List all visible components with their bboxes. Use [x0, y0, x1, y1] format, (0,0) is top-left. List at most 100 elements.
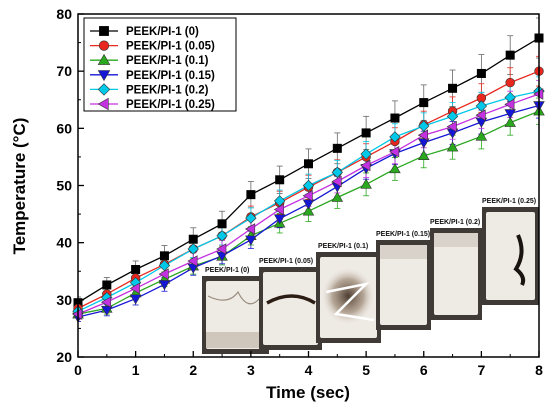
data-point: [504, 116, 516, 127]
data-point: [245, 223, 256, 235]
x-tick-label: 3: [247, 362, 255, 378]
x-tick-label: 7: [477, 362, 485, 378]
data-point: [332, 143, 342, 153]
film-sample: [486, 212, 535, 300]
data-point: [331, 166, 343, 179]
x-tick-label: 6: [420, 362, 428, 378]
data-point: [187, 243, 199, 255]
legend-entry: PEEK/PI-1 (0): [90, 26, 199, 38]
legend-marker: [97, 53, 111, 65]
data-point: [331, 191, 344, 202]
data-point: [446, 141, 459, 152]
data-point: [159, 251, 169, 261]
inset-photo: PEEK/PI-1 (0): [202, 267, 269, 354]
data-point: [129, 282, 140, 295]
burn-mark: [266, 294, 316, 305]
data-point: [217, 219, 227, 229]
data-point: [275, 175, 285, 185]
data-point: [360, 178, 372, 189]
data-point: [302, 190, 313, 202]
data-point: [446, 120, 457, 133]
legend-label: PEEK/PI-1 (0.25): [126, 99, 215, 111]
data-point: [505, 77, 515, 88]
data-point: [102, 280, 112, 290]
legend-marker: [98, 40, 110, 51]
y-tick-label: 40: [56, 235, 72, 251]
x-tick-label: 5: [362, 362, 370, 378]
y-tick-label: 70: [56, 63, 72, 79]
burn-mark: [207, 290, 261, 305]
film-sample: [380, 245, 427, 325]
inset-photo-label: PEEK/PI-1 (0.15): [376, 231, 430, 238]
data-point: [361, 128, 371, 138]
data-point: [475, 109, 486, 121]
data-point: [475, 100, 488, 112]
burn-mark: [380, 245, 427, 259]
burn-mark: [513, 234, 526, 286]
y-tick-label: 20: [56, 349, 72, 365]
data-point: [475, 130, 488, 141]
inset-photo-label: PEEK/PI-1 (0.05): [259, 258, 313, 265]
legend-entry: PEEK/PI-1 (0.05): [90, 40, 215, 53]
burn-mark: [206, 332, 265, 348]
data-point: [419, 98, 429, 108]
inset-photos: PEEK/PI-1 (0) PEEK/PI-1 (0.05) PEEK/PI-1 (…: [202, 198, 539, 354]
y-axis-ticks: 20 30 40 50 60 70 80: [56, 6, 84, 365]
legend-entry: PEEK/PI-1 (0.2): [90, 83, 209, 96]
inset-photo-label: PEEK/PI-1 (0): [205, 267, 249, 274]
y-tick-label: 50: [56, 178, 72, 194]
data-point: [504, 109, 516, 120]
inset-photo: PEEK/PI-1 (0.1): [316, 243, 381, 343]
x-tick-label: 0: [74, 362, 82, 378]
legend-entry: PEEK/PI-1 (0.15): [90, 70, 215, 82]
data-point: [302, 199, 315, 210]
data-point: [448, 83, 458, 93]
data-point: [273, 214, 286, 225]
x-tick-label: 1: [132, 362, 140, 378]
inset-photo: PEEK/PI-1 (0.05): [259, 258, 322, 350]
data-point: [158, 280, 171, 291]
data-point: [417, 149, 430, 161]
legend-marker: [99, 26, 109, 36]
data-point: [188, 234, 198, 244]
x-tick-label: 4: [305, 362, 313, 378]
inset-photo: PEEK/PI-1 (0.15): [376, 231, 431, 330]
data-point: [100, 296, 112, 308]
x-axis-ticks: 0 1 2 3 4 5 6 7 8: [74, 351, 543, 378]
film-sample: [263, 272, 318, 345]
x-axis-title: Time (sec): [266, 383, 350, 402]
legend-marker: [97, 97, 109, 111]
data-point: [504, 98, 515, 111]
legend-entry: PEEK/PI-1 (0.25): [90, 97, 215, 111]
data-point: [446, 110, 459, 123]
legend-label: PEEK/PI-1 (0.15): [126, 70, 215, 82]
data-point: [131, 265, 141, 275]
data-point: [187, 255, 198, 267]
data-point: [273, 203, 284, 216]
data-point: [245, 212, 257, 224]
burn-mark: [322, 268, 374, 324]
legend-label: PEEK/PI-1 (0): [126, 26, 199, 38]
inset-photo-label: PEEK/PI-1 (0.25): [482, 198, 536, 205]
x-tick-label: 2: [189, 362, 197, 378]
inset-photo-label: PEEK/PI-1 (0.2): [430, 219, 480, 226]
data-point: [216, 243, 227, 255]
legend-marker: [97, 83, 111, 96]
data-point: [302, 179, 315, 192]
film-sample: [434, 233, 478, 315]
legend-label: PEEK/PI-1 (0.2): [126, 84, 209, 96]
data-point: [245, 235, 257, 246]
data-point: [158, 268, 169, 280]
data-point: [360, 159, 371, 172]
data-point: [505, 50, 515, 60]
y-axis-title: Temperature (°C): [10, 118, 29, 255]
data-point: [360, 148, 372, 160]
data-point: [246, 190, 256, 200]
data-point: [303, 159, 313, 169]
legend-label: PEEK/PI-1 (0.05): [126, 41, 215, 53]
data-point: [417, 129, 428, 141]
inset-photo: PEEK/PI-1 (0.25): [482, 198, 539, 305]
data-point: [389, 131, 401, 143]
y-tick-label: 60: [56, 120, 72, 136]
